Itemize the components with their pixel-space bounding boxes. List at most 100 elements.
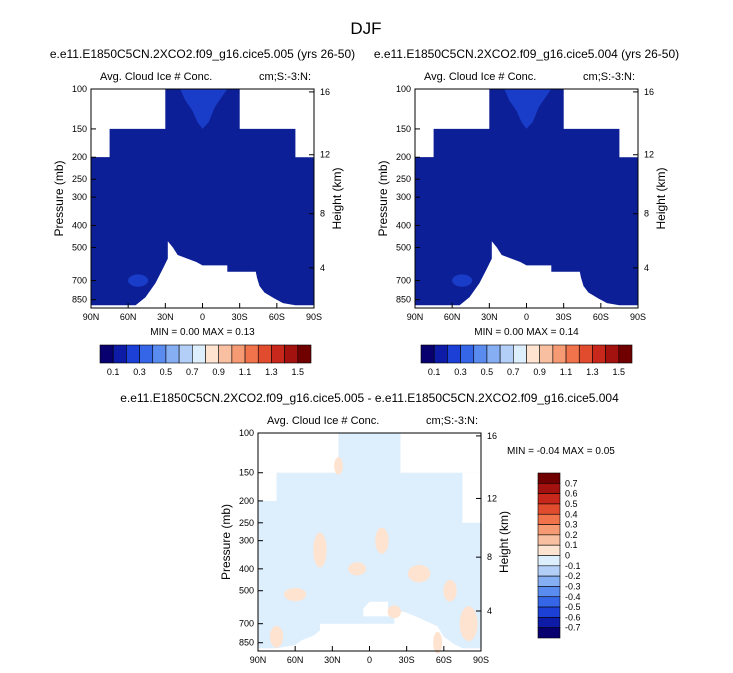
colorbar-label: 1.1 (560, 367, 573, 377)
colorbar-box (537, 534, 561, 546)
y2-tick-label: 16 (487, 431, 497, 441)
variable-label: Avg. Cloud Ice # Conc. (267, 415, 379, 427)
colorbar-label: -0.2 (565, 571, 581, 581)
no-data-left (258, 433, 339, 473)
colorbar-box (539, 344, 554, 364)
x-tick-label: 90N (407, 312, 424, 322)
colorbar-box (231, 344, 246, 364)
colorbar-label: 0.9 (533, 367, 546, 377)
colorbar-box (605, 344, 620, 364)
y-tick-label: 100 (396, 84, 411, 94)
colorbar-label: -0.3 (565, 581, 581, 591)
x-tick-label: 0 (367, 655, 372, 665)
colorbar-box (537, 503, 561, 515)
colorbar-label: 1.1 (239, 367, 252, 377)
stats-label: MIN = 0.00 MAX = 0.13 (150, 327, 255, 338)
colorbar-box (592, 344, 606, 364)
colorbar-box (537, 493, 561, 505)
y2-tick-label: 12 (644, 150, 654, 160)
colorbar-label: 0.7 (507, 367, 520, 377)
contour-field (91, 89, 314, 306)
colorbar-box (526, 344, 540, 364)
contour-field (415, 89, 638, 306)
colorbar-box (257, 344, 272, 364)
x-tick-label: 30S (399, 655, 415, 665)
colorbar-label: 0.2 (565, 530, 578, 540)
colorbar-label: 1.3 (265, 367, 278, 377)
colorbar-label: 0.1 (107, 367, 120, 377)
colorbar-box (447, 344, 461, 364)
colorbar-box (513, 344, 527, 364)
colorbar-box (537, 472, 561, 484)
colorbar-box (112, 344, 127, 364)
panel-difference: e.e11.E1850C5CN.2XCO2.f09_g16.cice5.005 … (120, 391, 619, 665)
ice-region-upper (91, 157, 314, 184)
colorbar-label: 0.5 (565, 499, 578, 509)
ice-max-plume (180, 89, 238, 129)
colorbar-box (565, 344, 580, 364)
y-tick-label: 400 (72, 220, 87, 230)
y-tick-label: 200 (396, 152, 411, 162)
positive-diff-patch (348, 562, 367, 576)
x-tick-label: 90S (473, 655, 489, 665)
x-tick-label: 60S (269, 312, 285, 322)
x-tick-label: 60N (120, 312, 137, 322)
units-label: cm;S:-3:N: (259, 71, 311, 83)
y2-tick-label: 12 (320, 150, 330, 160)
colorbar-box (537, 524, 561, 536)
y-tick-label: 150 (239, 468, 254, 478)
x-tick-label: 60S (436, 655, 452, 665)
colorbar-box (473, 344, 488, 364)
x-tick-label: 90N (83, 312, 100, 322)
colorbar-box (537, 555, 561, 567)
colorbar-label: 1.5 (613, 367, 626, 377)
colorbar-label: 0.1 (565, 540, 578, 550)
y2-axis-label: Height (km) (654, 167, 668, 229)
x-tick-label: 0 (524, 312, 529, 322)
colorbar-label: -0.6 (565, 612, 581, 622)
colorbar-label: 0.5 (481, 367, 494, 377)
y-tick-label: 150 (396, 124, 411, 134)
no-data-right (400, 433, 481, 473)
colorbar-box (537, 596, 561, 608)
colorbar-box (537, 513, 561, 525)
y-axis-label: Pressure (mb) (219, 504, 233, 580)
positive-diff-patch (375, 527, 389, 554)
variable-label: Avg. Cloud Ice # Conc. (100, 71, 212, 83)
colorbar-box (537, 544, 561, 556)
colorbar-box (537, 565, 561, 577)
y-tick-label: 250 (72, 174, 87, 184)
y-tick-label: 250 (239, 518, 254, 528)
x-tick-label: 30S (556, 312, 572, 322)
colorbar-label: 0.4 (565, 509, 578, 519)
positive-diff-patch (313, 532, 327, 568)
y-tick-label: 400 (396, 220, 411, 230)
y2-tick-label: 16 (320, 87, 330, 97)
y-tick-label: 200 (72, 152, 87, 162)
x-tick-label: 30N (481, 312, 498, 322)
x-tick-label: 90S (630, 312, 646, 322)
y2-tick-label: 4 (487, 606, 492, 616)
colorbar-label: 0.5 (160, 367, 173, 377)
colorbar-label: 0.3 (454, 367, 467, 377)
colorbar-box (618, 344, 633, 364)
colorbar-label: 1.5 (292, 367, 305, 377)
positive-diff-patch (387, 605, 401, 619)
panel-top-left: e.e11.E1850C5CN.2XCO2.f09_g16.cice5.005 … (50, 47, 355, 377)
y2-axis-label: Height (km) (330, 167, 344, 229)
y-tick-label: 200 (239, 496, 254, 506)
x-tick-label: 90N (250, 655, 267, 665)
colorbar-label: 0.7 (565, 478, 578, 488)
y-tick-label: 100 (239, 428, 254, 438)
ice-region (91, 89, 314, 306)
colorbar-box (178, 344, 193, 364)
colorbar-box (537, 627, 561, 639)
colorbar-box (126, 344, 140, 364)
panel-title: e.e11.E1850C5CN.2XCO2.f09_g16.cice5.005 … (50, 47, 355, 61)
x-tick-label: 60N (287, 655, 304, 665)
panel-top-right: e.e11.E1850C5CN.2XCO2.f09_g16.cice5.004 … (374, 47, 679, 377)
variable-label: Avg. Cloud Ice # Conc. (424, 71, 536, 83)
y2-tick-label: 8 (644, 209, 649, 219)
positive-diff-patch (443, 579, 457, 602)
panel-title: e.e11.E1850C5CN.2XCO2.f09_g16.cice5.004 … (374, 47, 679, 61)
